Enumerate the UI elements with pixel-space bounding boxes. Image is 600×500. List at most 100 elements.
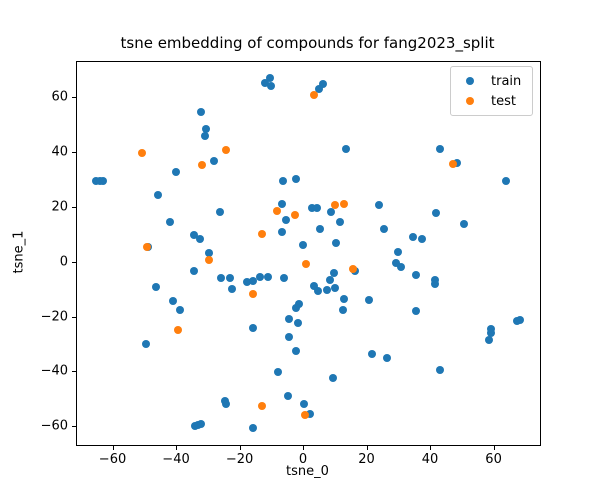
train-point [225,274,234,283]
legend: train test [450,66,533,116]
chart-title: tsne embedding of compounds for fang2023… [120,34,495,52]
train-point [322,286,331,295]
x-tick-label: −60 [98,452,127,467]
train-point [265,73,274,82]
train-point [487,329,496,338]
train-point [292,346,301,355]
train-point [485,335,494,344]
x-tick-label: 60 [485,452,502,467]
train-point [277,227,286,236]
train-point [227,284,236,293]
train-marker-icon [466,77,474,85]
test-point [138,148,147,157]
y-tick-mark [72,97,76,99]
train-point [299,240,308,249]
train-point [216,207,225,216]
train-point [99,176,108,185]
train-point [260,78,269,87]
train-point [278,199,287,208]
test-point [221,146,230,154]
train-point [328,374,337,383]
y-axis-label: tsne_1 [11,230,27,274]
train-point [516,316,525,325]
train-point [195,234,204,243]
test-point [349,265,358,274]
train-point [300,399,309,408]
train-point [153,190,162,199]
train-point [341,145,350,154]
train-point [502,177,511,186]
train-point [200,132,209,141]
y-tick-mark [72,206,76,208]
x-tick-mark [493,446,495,450]
train-point [417,234,426,243]
x-tick-mark [239,446,241,450]
train-point [202,124,211,133]
train-point [166,217,175,226]
plot-area [76,61,541,446]
x-tick-label: 40 [421,452,439,467]
train-point [307,203,316,212]
test-point [291,210,300,219]
train-point [312,203,321,212]
train-point [314,84,323,93]
train-point [375,201,384,210]
train-point [190,266,199,275]
train-point [243,277,252,286]
x-tick-label: −20 [225,452,254,467]
train-point [169,296,178,305]
y-tick-mark [72,316,76,318]
y-tick-mark [72,371,76,373]
x-tick-mark [303,446,305,450]
train-point [331,238,340,247]
train-point [281,216,290,225]
x-tick-mark [366,446,368,450]
train-point [339,294,348,303]
train-point [432,208,441,217]
train-point [318,80,327,89]
train-point [249,276,258,285]
train-point [394,247,403,256]
train-point [382,353,391,362]
y-tick-label: 0 [59,254,68,270]
test-point [301,259,310,268]
y-tick-label: −60 [40,418,68,434]
train-point [217,273,226,282]
x-tick-label: −40 [162,452,190,467]
legend-label: test [491,93,516,109]
test-point [205,256,214,265]
train-point [248,424,257,432]
train-point [256,273,265,282]
y-tick-label: −20 [40,309,68,325]
train-point [436,145,445,154]
train-point [327,207,336,216]
y-tick-label: 40 [51,144,68,160]
train-point [284,315,293,324]
train-point [435,365,444,374]
x-tick-label: 0 [298,452,308,467]
y-tick-label: 20 [51,199,68,215]
test-point [309,90,318,99]
train-point [171,167,180,176]
test-point [142,242,151,251]
train-point [293,318,302,327]
legend-label: train [491,73,522,89]
x-tick-mark [112,446,114,450]
train-point [142,340,151,349]
train-point [305,410,314,419]
train-point [189,230,198,239]
train-point [365,295,374,304]
x-tick-mark [430,446,432,450]
legend-item-train: train [451,71,532,91]
train-point [315,225,324,234]
y-tick-label: 60 [51,89,68,105]
train-point [309,281,318,290]
test-point [273,207,282,216]
train-point [313,287,322,296]
train-point [380,224,389,233]
train-point [412,271,421,280]
test-point [173,326,182,335]
train-point [335,218,344,227]
test-point [198,160,207,169]
